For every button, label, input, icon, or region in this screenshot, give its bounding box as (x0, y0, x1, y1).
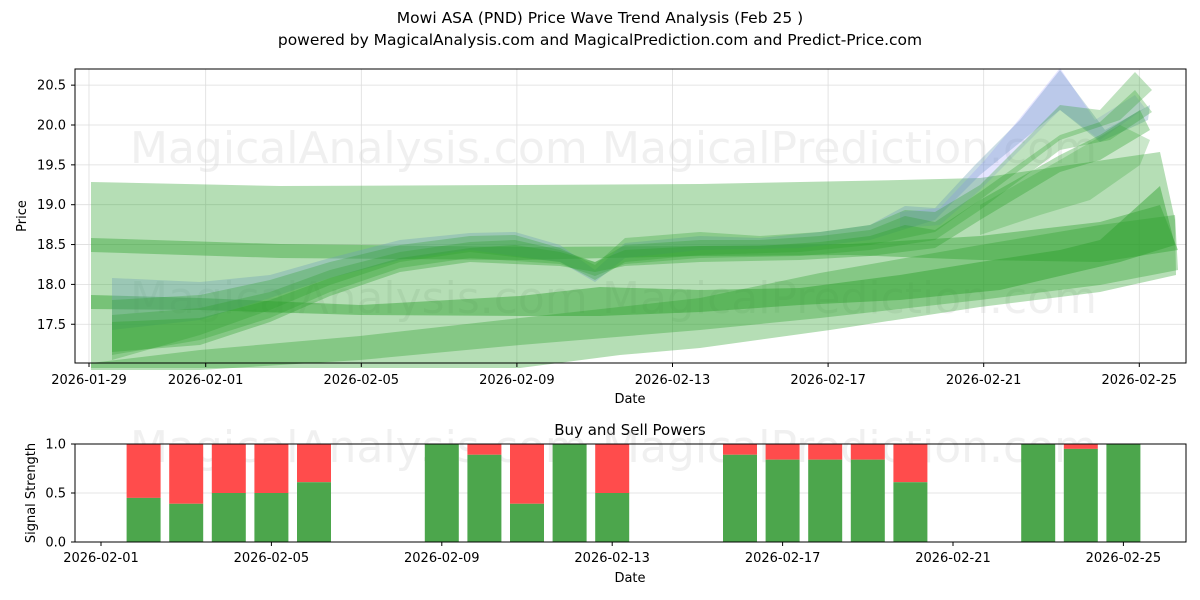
price-y-axis-label: Price (15, 200, 30, 232)
price-y-ticks: 17.5 18.0 18.5 19.0 19.5 20.0 20.5 (37, 79, 75, 333)
watermark-analysis-2: MagicalAnalysis.com (130, 273, 588, 324)
watermark-prediction: MagicalPrediction.com (602, 123, 1097, 174)
price-wave-band-2 (112, 90, 1152, 355)
y-tick-label: 0.5 (45, 487, 66, 502)
y-tick-label: 18.0 (37, 278, 66, 293)
y-tick-label: 17.5 (37, 318, 66, 333)
buy-bar (467, 454, 502, 542)
price-wave-band-1 (112, 72, 1152, 360)
sell-bar (1063, 444, 1098, 449)
signal-x-axis-label: Date (614, 571, 645, 586)
sell-bar (723, 444, 757, 455)
sell-bar (765, 444, 800, 460)
sell-bar (467, 444, 502, 455)
watermark-prediction-2: MagicalPrediction.com (602, 273, 1097, 324)
wide-envelope-band (91, 152, 1176, 368)
x-tick-label: 2026-02-01 (63, 551, 139, 566)
x-tick-label: 2026-02-09 (479, 373, 555, 388)
chart-title: Mowi ASA (PND) Price Wave Trend Analysis… (396, 9, 804, 27)
buy-bar (1021, 444, 1056, 542)
x-tick-label: 2026-02-25 (1102, 373, 1178, 388)
x-tick-label: 2026-02-05 (324, 373, 400, 388)
lower-flat-band (91, 186, 1175, 316)
price-wave-band-3 (112, 110, 1150, 352)
buy-bar (808, 459, 843, 542)
signal-y-axis-label: Signal Strength (24, 443, 39, 543)
x-tick-label: 2026-02-01 (168, 373, 244, 388)
price-x-ticks: 2026-01-29 2026-02-01 2026-02-05 2026-02-09… (51, 363, 1177, 388)
x-tick-label: 2026-02-17 (745, 551, 821, 566)
buy-bar (510, 503, 544, 542)
price-chart: MagicalAnalysis.com MagicalPrediction.co… (15, 68, 1187, 407)
buy-bar (1106, 444, 1141, 542)
buy-bar (297, 482, 331, 542)
y-tick-label: 1.0 (45, 438, 66, 453)
y-tick-label: 19.0 (37, 198, 66, 213)
buy-bar (254, 493, 289, 542)
x-tick-label: 2026-02-21 (915, 551, 991, 566)
x-tick-label: 2026-02-25 (1086, 551, 1162, 566)
x-tick-label: 2026-02-09 (404, 551, 480, 566)
sell-bar (211, 444, 246, 493)
x-tick-label: 2026-02-05 (234, 551, 310, 566)
buy-bar (723, 454, 757, 542)
buy-bar (424, 444, 459, 542)
buy-bar (552, 444, 587, 542)
sell-bar (595, 444, 630, 493)
buy-bar (893, 482, 928, 542)
sell-bar (510, 444, 544, 504)
signal-bars (126, 444, 1141, 542)
y-tick-label: 20.5 (37, 79, 66, 94)
price-plot-area (75, 69, 1186, 363)
y-tick-label: 19.5 (37, 158, 66, 173)
signal-x-ticks: 2026-02-01 2026-02-05 2026-02-09 2026-02-13… (63, 542, 1161, 566)
watermark-analysis: MagicalAnalysis.com (130, 123, 588, 174)
price-x-axis-label: Date (614, 392, 645, 407)
buy-bar (169, 503, 204, 542)
signal-chart-title: Buy and Sell Powers (554, 421, 706, 439)
buy-bar (595, 493, 630, 542)
buy-bar (1063, 448, 1098, 542)
sell-bar (808, 444, 843, 460)
buy-bar (126, 497, 161, 542)
price-bands (91, 68, 1178, 370)
price-wave-band-4 (980, 125, 1150, 235)
x-tick-label: 2026-02-17 (790, 373, 866, 388)
signal-chart: Buy and Sell Powers MagicalAnalysis.com … (24, 421, 1187, 586)
y-tick-label: 20.0 (37, 119, 66, 134)
buy-bar (765, 459, 800, 542)
buy-bar (850, 459, 885, 542)
blue-scenario-band (112, 70, 1150, 330)
sell-bar (169, 444, 204, 504)
sell-bar (254, 444, 289, 493)
price-plot-frame (74, 68, 1187, 364)
x-tick-label: 2026-02-21 (946, 373, 1022, 388)
x-tick-label: 2026-02-13 (635, 373, 711, 388)
x-tick-label: 2026-02-13 (574, 551, 650, 566)
blue-high-scenario (900, 68, 1145, 228)
sell-bar (297, 444, 331, 483)
x-tick-label: 2026-01-29 (51, 373, 127, 388)
y-tick-label: 18.5 (37, 238, 66, 253)
chart-subtitle: powered by MagicalAnalysis.com and Magic… (277, 31, 923, 49)
signal-y-ticks: 0.0 0.5 1.0 (45, 438, 75, 551)
watermark-prediction-3: MagicalPrediction.com (602, 422, 1097, 473)
y-tick-label: 0.0 (45, 536, 66, 551)
sell-bar (126, 444, 161, 498)
sell-bar (850, 444, 885, 460)
buy-bar (211, 493, 246, 542)
price-grid (75, 69, 1186, 363)
sell-bar (893, 444, 928, 483)
upper-flat-band (91, 205, 1178, 262)
rising-lower-band (91, 215, 1178, 370)
